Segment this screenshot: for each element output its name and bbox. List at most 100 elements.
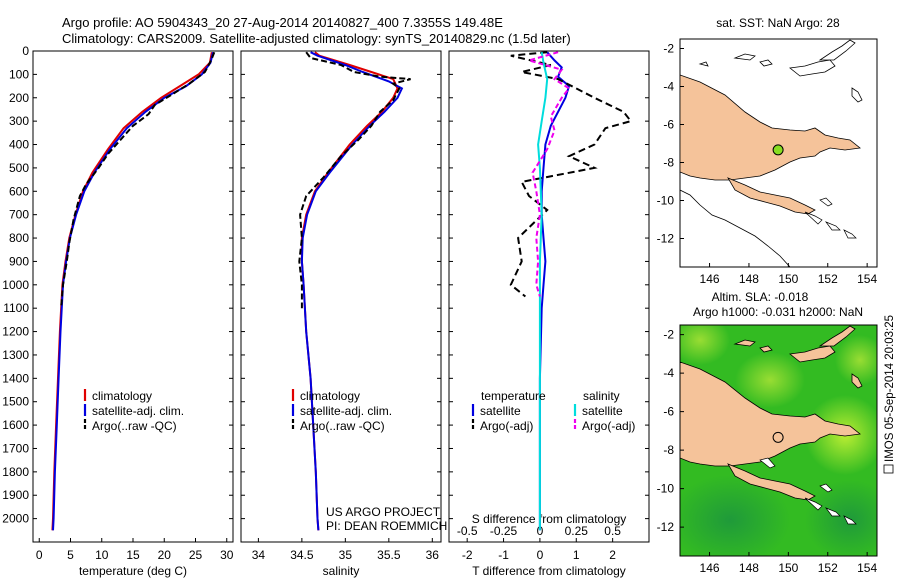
sla-map-lat-label: -6 xyxy=(663,405,674,419)
project-annotation: PI: DEAN ROEMMICH xyxy=(326,519,447,533)
new-guinea-landmass xyxy=(680,74,861,181)
sst-map-lon-label: 154 xyxy=(857,272,877,286)
difference-panel: -2 -1 0 1 2 -0.5 -0.25 0 0.25 0.5S difference fro… xyxy=(448,50,650,578)
depth-tick-label: 100 xyxy=(9,67,29,81)
diff-series-salinity-argo-adj- xyxy=(525,51,571,297)
diff-legend-salinity-entry: satellite xyxy=(582,404,623,418)
side-label: IMOS 05-Sep-2014 20:03:25 xyxy=(884,315,896,462)
sal-plot-frame xyxy=(240,50,442,543)
sal-xtick-label: 34.5 xyxy=(290,548,314,562)
sal-xtick-label: 34 xyxy=(252,548,266,562)
sal-xtick-label: 35.5 xyxy=(377,548,401,562)
sla-map-argo-marker xyxy=(772,431,784,443)
sal-legend-entry: climatology xyxy=(300,389,360,403)
depth-tick-label: 1100 xyxy=(3,301,29,315)
temp-xlabel: temperature (deg C) xyxy=(79,564,187,578)
salinity-panel: 34 34.5 35 35.5 36 salinity climatologysatelli… xyxy=(240,50,447,578)
sla-map: Altim. SLA: -0.018 Argo h1000: -0.031 h2… xyxy=(657,290,878,575)
temp-xtick-label: 10 xyxy=(95,548,109,562)
depth-tick-label: 300 xyxy=(9,114,29,128)
depth-tick-label: 2000 xyxy=(2,512,29,526)
diff-xtick-label: 2 xyxy=(609,548,616,562)
sal-xtick-label: 36 xyxy=(426,548,440,562)
s-diff-tick-label: -0.25 xyxy=(490,524,518,538)
sal-legend-entry: satellite-adj. clim. xyxy=(300,404,392,418)
sst-map-lat-label: -12 xyxy=(657,232,675,246)
diff-xlabel: T difference from climatology xyxy=(472,564,626,578)
diff-legend-temperature-entry: satellite xyxy=(480,404,521,418)
s-diff-tick-label: 0.5 xyxy=(604,524,621,538)
depth-tick-label: 600 xyxy=(9,184,29,198)
sla-map-title-1: Altim. SLA: -0.018 xyxy=(712,290,809,304)
sst-map-argo-marker xyxy=(772,144,784,156)
header-line2: Climatology: CARS2009. Satellite-adjuste… xyxy=(62,31,571,46)
sla-map-lon-label: 148 xyxy=(739,561,759,575)
depth-tick-label: 500 xyxy=(9,161,29,175)
depth-tick-label: 1000 xyxy=(2,278,29,292)
sla-new-britain xyxy=(789,345,836,363)
island-chain-outline xyxy=(804,197,857,239)
sst-map-lon-label: 146 xyxy=(700,272,720,286)
header-line1: Argo profile: AO 5904343_20 27-Aug-2014 … xyxy=(62,15,503,30)
sla-map-lon-label: 152 xyxy=(818,561,838,575)
sal-xlabel: salinity xyxy=(323,564,360,578)
sal-xtick-label: 35 xyxy=(339,548,353,562)
temp-series-argo-raw-qc- xyxy=(60,51,216,309)
diff-xtick-label: 1 xyxy=(573,548,580,562)
new-ireland-outline xyxy=(818,39,856,61)
sla-bougainville xyxy=(851,373,863,389)
sst-map-lon-label: 152 xyxy=(818,272,838,286)
depth-tick-label: 1700 xyxy=(2,441,29,455)
side-label-glyph xyxy=(883,464,894,474)
sst-map-lat-label: -6 xyxy=(663,118,674,132)
sal-series-argo-raw-qc- xyxy=(298,51,411,309)
depth-tick-label: 1600 xyxy=(2,418,29,432)
s-diff-tick-label: 0 xyxy=(537,524,544,538)
side-label-group: IMOS 05-Sep-2014 20:03:25 xyxy=(883,315,896,474)
depth-tick-label: 1500 xyxy=(2,395,29,409)
depth-tick-label: 700 xyxy=(9,208,29,222)
temp-xtick-label: 25 xyxy=(189,548,203,562)
sla-island-chain xyxy=(759,457,857,525)
sla-map-frame xyxy=(679,324,878,557)
depth-tick-label: 1200 xyxy=(2,325,29,339)
diff-xtick-label: -2 xyxy=(462,548,473,562)
sla-southeast-peninsula xyxy=(727,463,816,501)
sla-map-lat-label: -12 xyxy=(657,520,675,534)
sla-map-lat-label: -10 xyxy=(657,482,675,496)
sst-map-land xyxy=(680,39,863,267)
s-diff-tick-label: -0.5 xyxy=(457,524,478,538)
australia-coast xyxy=(680,189,791,267)
diff-plot-frame xyxy=(448,50,650,543)
sla-map-field xyxy=(680,325,877,556)
sla-map-lon-label: 150 xyxy=(778,561,798,575)
southeast-peninsula xyxy=(727,177,816,215)
sla-map-lon-label: 146 xyxy=(700,561,720,575)
temp-xtick-label: 30 xyxy=(220,548,234,562)
temp-xtick-label: 15 xyxy=(126,548,140,562)
depth-tick-label: 1400 xyxy=(2,371,29,385)
islands-north-outline xyxy=(698,53,773,67)
s-diff-axis-label: S difference from climatology xyxy=(472,512,627,526)
temp-legend-entry: satellite-adj. clim. xyxy=(92,404,184,418)
diff-legend-temperature-title: temperature xyxy=(481,389,546,403)
temp-xtick-label: 5 xyxy=(67,548,74,562)
sal-legend-entry: Argo(..raw -QC) xyxy=(300,419,385,433)
diff-series-temperature-satellite xyxy=(538,51,571,531)
sst-map-lat-label: -4 xyxy=(663,80,674,94)
depth-tick-label: 0 xyxy=(22,44,29,58)
new-britain-outline xyxy=(789,59,836,77)
sla-new-ireland xyxy=(818,325,856,347)
temp-xtick-label: 0 xyxy=(36,548,43,562)
depth-tick-label: 800 xyxy=(9,231,29,245)
temp-legend-entry: Argo(..raw -QC) xyxy=(92,419,177,433)
sla-map-lat-label: -8 xyxy=(663,443,674,457)
sst-map-title: sat. SST: NaN Argo: 28 xyxy=(716,16,840,30)
sla-map-lat-label: -4 xyxy=(663,366,674,380)
diff-legend-salinity-title: salinity xyxy=(583,389,620,403)
sst-map: sat. SST: NaN Argo: 28 146 148 150 152 154 -2… xyxy=(657,16,878,286)
sla-map-lat-label: -2 xyxy=(663,328,674,342)
temperature-panel: 0100200300400500600700800900100011001200… xyxy=(2,44,233,578)
depth-tick-label: 1900 xyxy=(2,488,29,502)
